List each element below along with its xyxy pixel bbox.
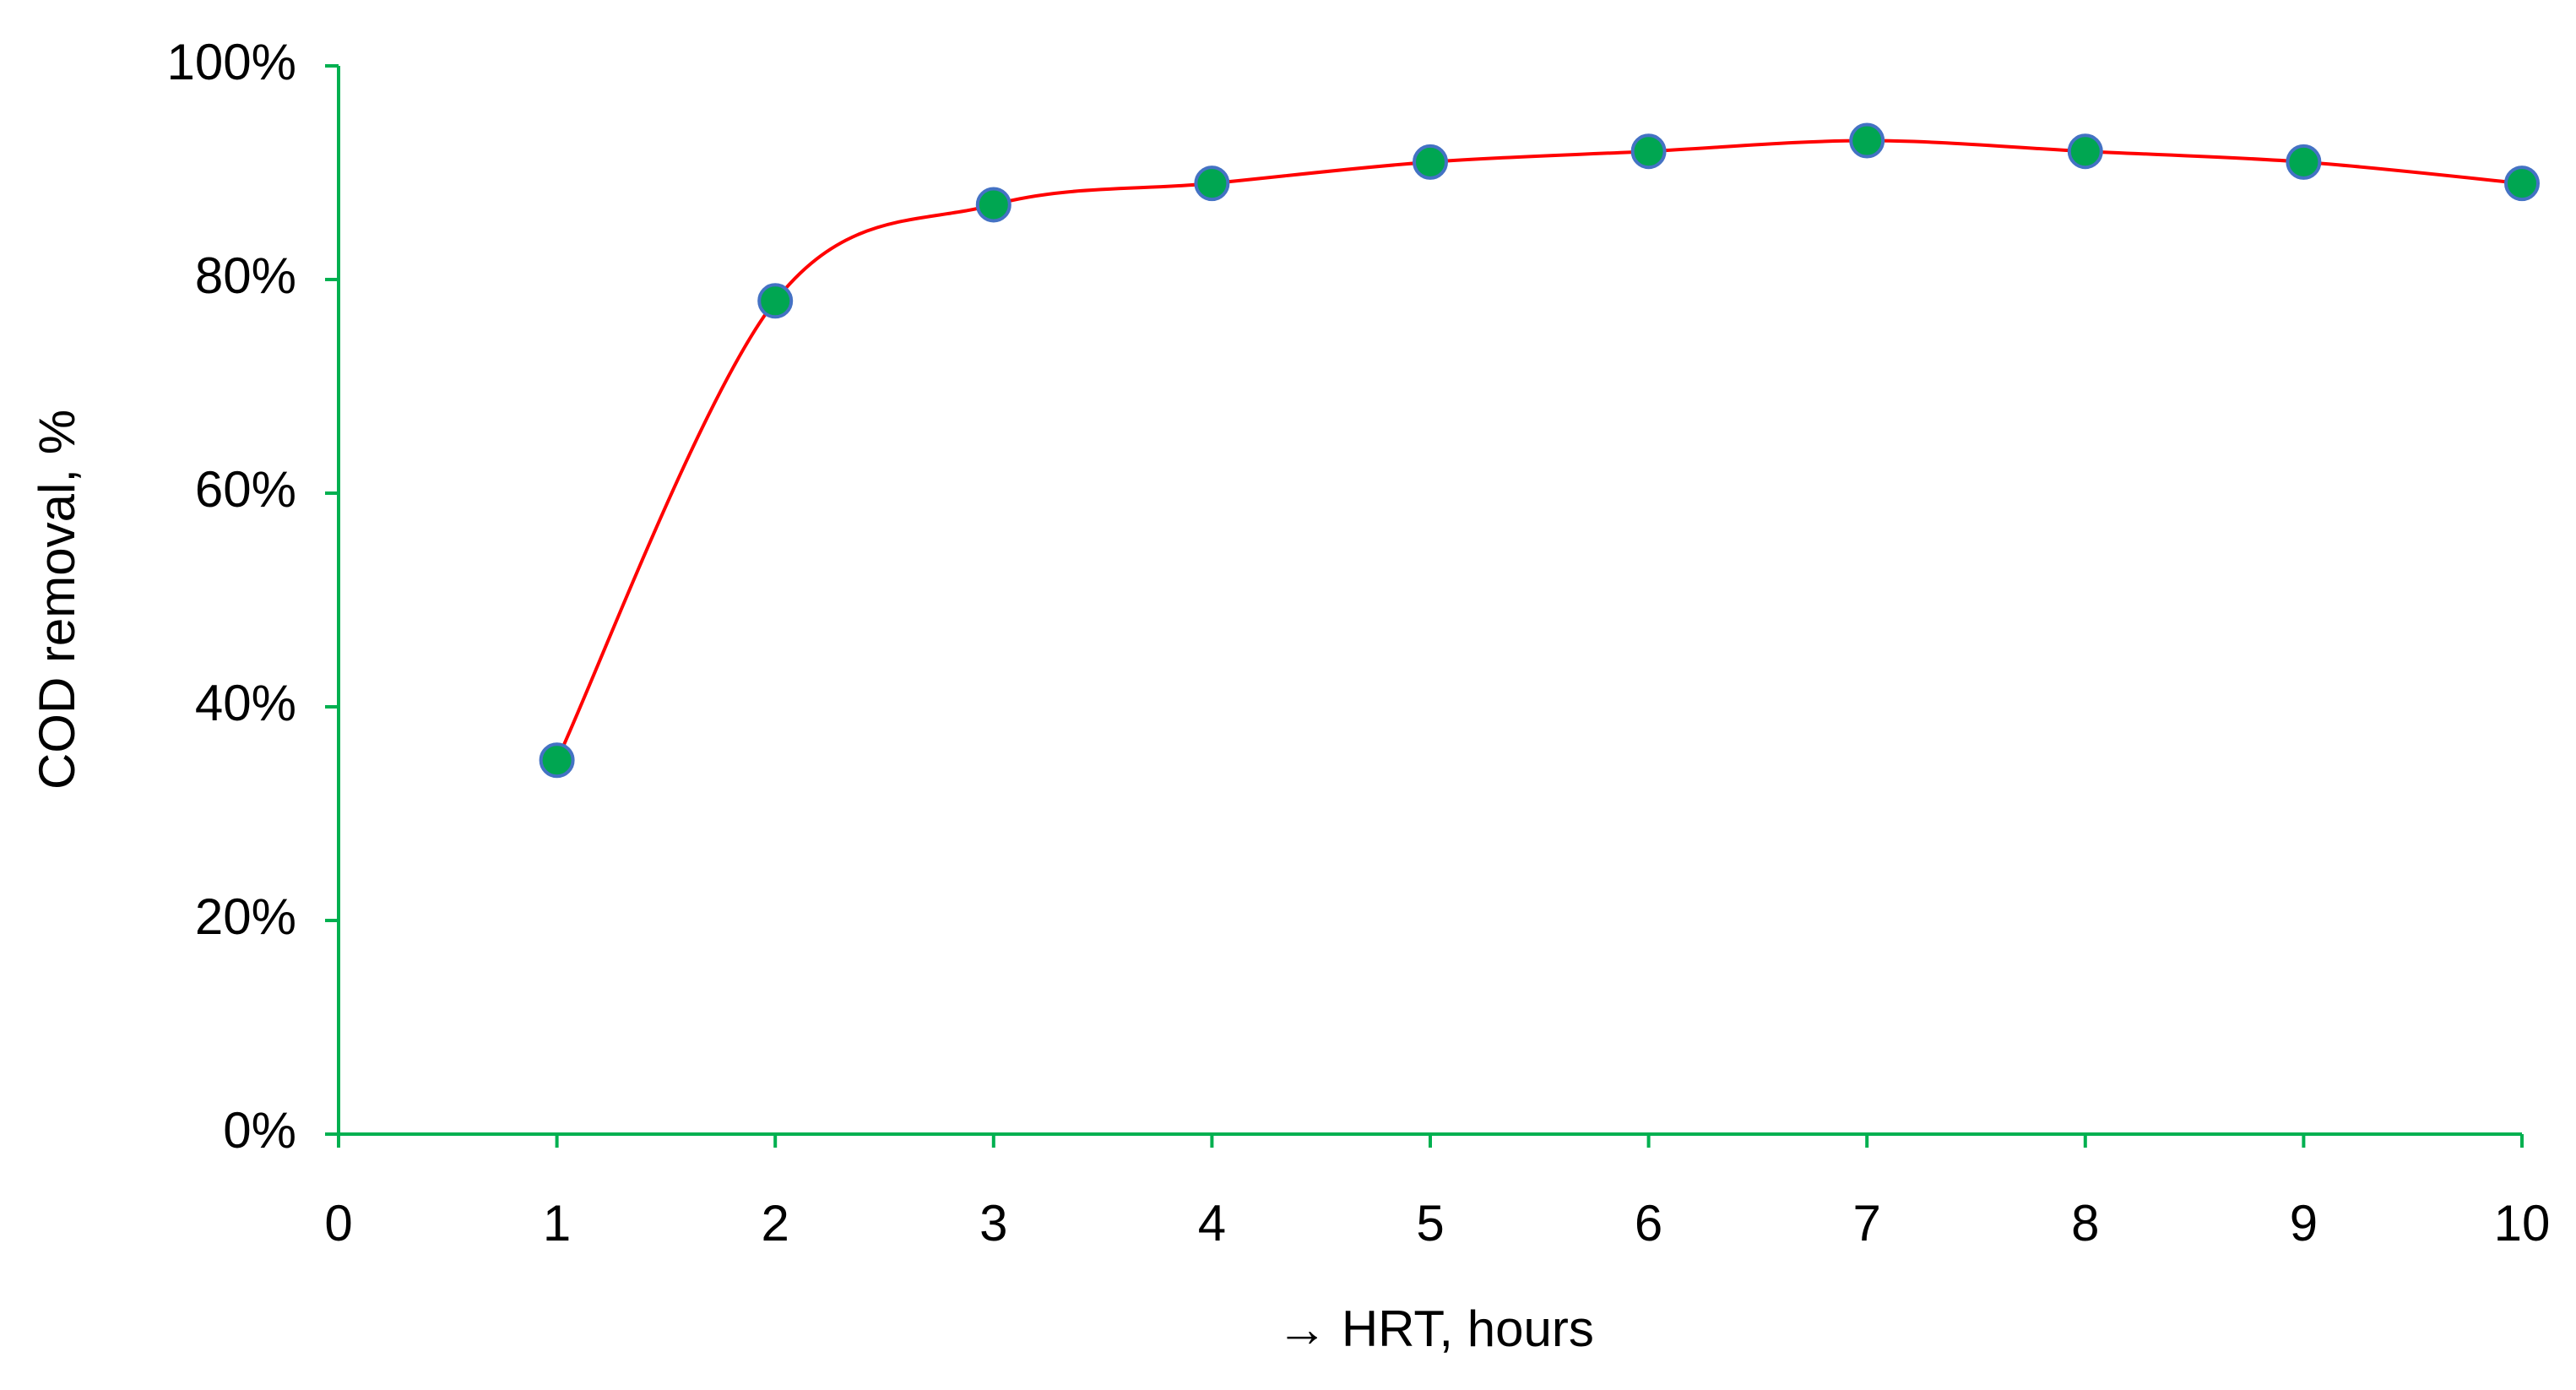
data-point (2504, 166, 2540, 202)
y-tick-label: 40% (195, 675, 296, 731)
data-point (2067, 133, 2103, 170)
data-point (2286, 144, 2322, 180)
y-tick-label: 80% (195, 247, 296, 304)
y-axis-label: COD removal, % (29, 410, 85, 790)
x-tick-label: 5 (1416, 1195, 1444, 1252)
x-tick-label: 2 (762, 1195, 789, 1252)
x-tick-label: 1 (543, 1195, 571, 1252)
x-tick-label: 4 (1198, 1195, 1226, 1252)
x-tick-label: 0 (324, 1195, 352, 1252)
x-tick-label: 3 (979, 1195, 1007, 1252)
x-tick-label: 6 (1635, 1195, 1662, 1252)
y-tick-label: 60% (195, 461, 296, 518)
x-tick-label: 9 (2290, 1195, 2318, 1252)
data-point (757, 283, 794, 319)
data-point (539, 742, 575, 779)
y-tick-label: 0% (223, 1102, 296, 1159)
data-point (1849, 122, 1885, 159)
data-point (1630, 133, 1667, 170)
x-axis-label: → HRT, hours (1277, 1300, 1594, 1357)
y-tick-label: 100% (167, 34, 296, 90)
series-line (555, 138, 2523, 762)
y-tick-label: 20% (195, 888, 296, 945)
x-tick-label: 10 (2494, 1195, 2551, 1252)
data-point (1194, 166, 1230, 202)
data-point (975, 187, 1011, 223)
data-point (1413, 144, 1448, 180)
x-tick-label: 8 (2071, 1195, 2099, 1252)
x-tick-label: 7 (1853, 1195, 1881, 1252)
